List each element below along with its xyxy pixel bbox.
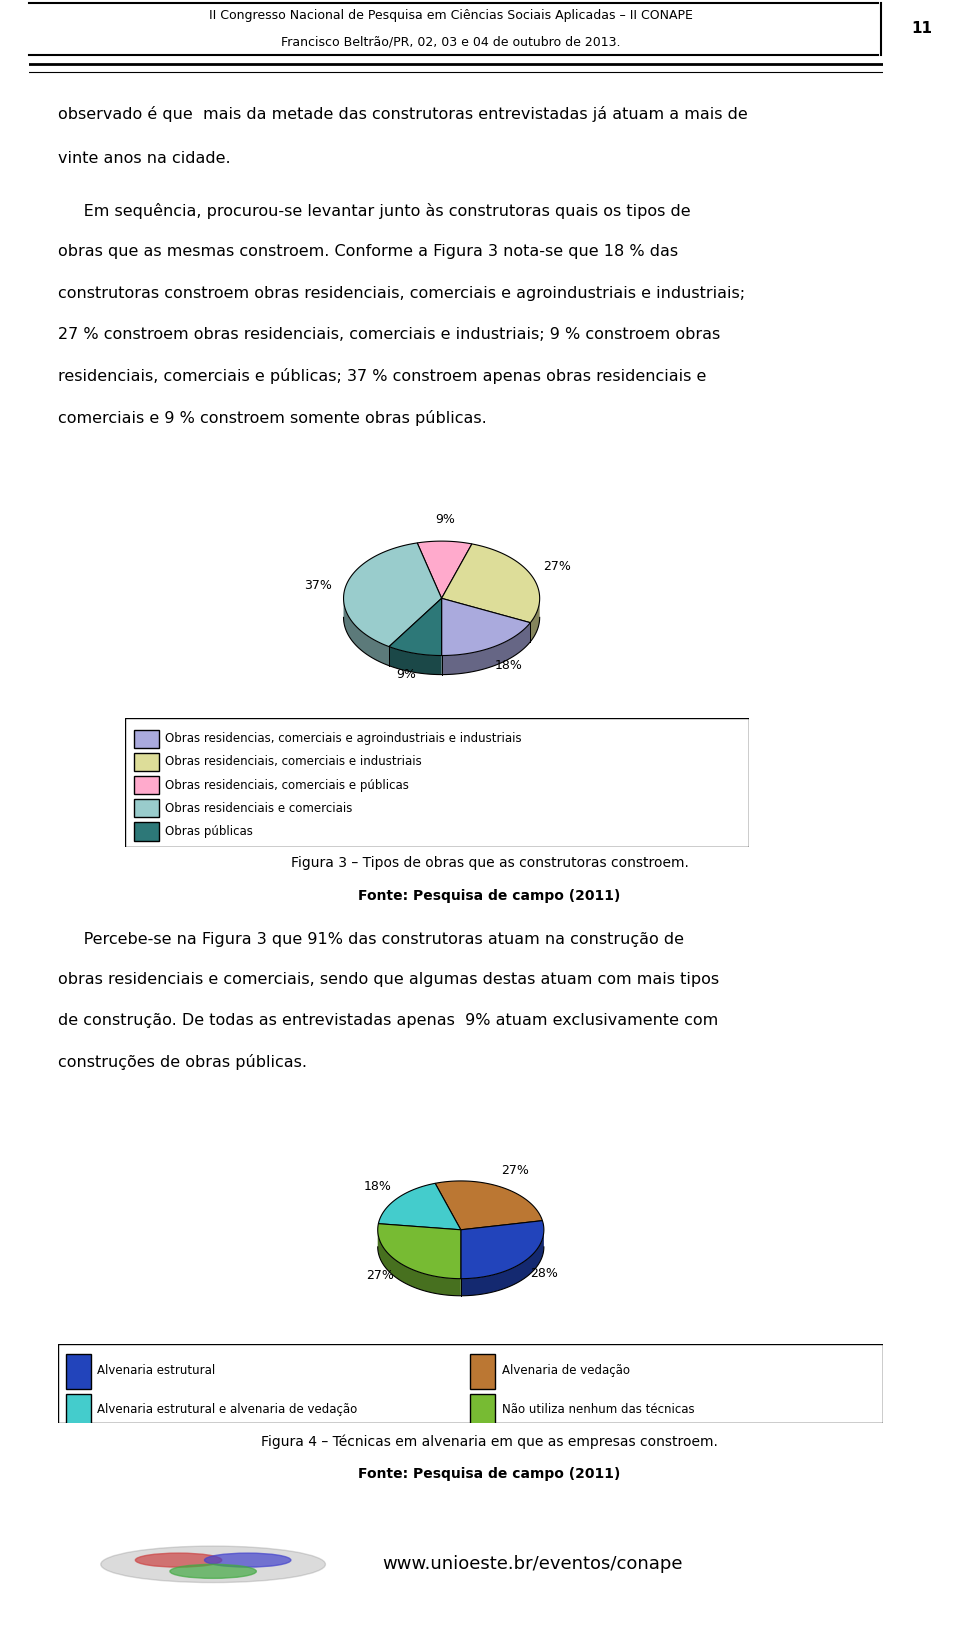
Text: Obras residenciais, comerciais e industriais: Obras residenciais, comerciais e industr… [165, 756, 422, 768]
Text: Obras residenciais, comerciais e públicas: Obras residenciais, comerciais e pública… [165, 779, 409, 791]
Text: 11: 11 [911, 21, 932, 36]
Text: Fonte: Pesquisa de campo (2011): Fonte: Pesquisa de campo (2011) [358, 1466, 621, 1481]
Text: 18%: 18% [494, 659, 522, 672]
Circle shape [170, 1565, 256, 1578]
Bar [470, 1393, 495, 1428]
Text: Figura 4 – Técnicas em alvenaria em que as empresas constroem.: Figura 4 – Técnicas em alvenaria em que … [261, 1435, 718, 1450]
Polygon shape [344, 598, 389, 665]
Bar [134, 776, 159, 794]
Text: observado é que  mais da metade das construtoras entrevistadas já atuam a mais d: observado é que mais da metade das const… [58, 106, 747, 122]
Polygon shape [461, 1220, 544, 1278]
Polygon shape [442, 622, 530, 675]
Text: 27%: 27% [542, 560, 570, 573]
Text: Em sequência, procurou-se levantar junto às construtoras quais os tipos de: Em sequência, procurou-se levantar junto… [58, 203, 690, 218]
Bar [66, 1393, 90, 1428]
Polygon shape [389, 598, 442, 655]
Text: Não utiliza nenhum das técnicas: Não utiliza nenhum das técnicas [502, 1403, 694, 1417]
Text: residenciais, comerciais e públicas; 37 % constroem apenas obras residenciais e: residenciais, comerciais e públicas; 37 … [58, 368, 706, 385]
Polygon shape [378, 1184, 461, 1230]
Circle shape [135, 1554, 222, 1567]
Text: Francisco Beltrão/PR, 02, 03 e 04 de outubro de 2013.: Francisco Beltrão/PR, 02, 03 e 04 de out… [281, 36, 621, 48]
Bar [134, 753, 159, 771]
Text: Figura 3 – Tipos de obras que as construtoras constroem.: Figura 3 – Tipos de obras que as constru… [291, 857, 688, 870]
Text: vinte anos na cidade.: vinte anos na cidade. [58, 152, 230, 167]
Text: www.unioeste.br/eventos/conape: www.unioeste.br/eventos/conape [382, 1555, 684, 1573]
Polygon shape [389, 647, 442, 675]
Text: construtoras constroem obras residenciais, comerciais e agroindustriais e indust: construtoras constroem obras residenciai… [58, 286, 745, 300]
Text: Obras públicas: Obras públicas [165, 826, 253, 839]
Text: Alvenaria de vedação: Alvenaria de vedação [502, 1364, 630, 1377]
Text: 9%: 9% [396, 667, 417, 680]
Text: 27 % constroem obras residenciais, comerciais e industriais; 9 % constroem obras: 27 % constroem obras residenciais, comer… [58, 327, 720, 342]
Text: construções de obras públicas.: construções de obras públicas. [58, 1053, 306, 1070]
Polygon shape [530, 599, 540, 642]
Polygon shape [418, 542, 472, 598]
Polygon shape [461, 1230, 544, 1296]
Circle shape [204, 1554, 291, 1567]
Text: Obras residenciais e comerciais: Obras residenciais e comerciais [165, 802, 352, 816]
Text: Obras residencias, comerciais e agroindustriais e industriais: Obras residencias, comerciais e agroindu… [165, 733, 522, 745]
Bar [134, 822, 159, 840]
Text: 9%: 9% [436, 513, 455, 527]
Text: Percebe-se na Figura 3 que 91% das construtoras atuam na construção de: Percebe-se na Figura 3 que 91% das const… [58, 931, 684, 946]
Text: de construção. De todas as entrevistadas apenas  9% atuam exclusivamente com: de construção. De todas as entrevistadas… [58, 1014, 718, 1029]
Bar [470, 1354, 495, 1388]
Text: 37%: 37% [304, 580, 332, 593]
Polygon shape [442, 543, 540, 622]
Text: obras residenciais e comerciais, sendo que algumas destas atuam com mais tipos: obras residenciais e comerciais, sendo q… [58, 972, 719, 987]
Text: 27%: 27% [501, 1164, 530, 1177]
Text: Alvenaria estrutural: Alvenaria estrutural [97, 1364, 215, 1377]
Text: obras que as mesmas constroem. Conforme a Figura 3 nota-se que 18 % das: obras que as mesmas constroem. Conforme … [58, 244, 678, 259]
Polygon shape [344, 543, 442, 647]
Circle shape [101, 1545, 325, 1583]
Polygon shape [435, 1180, 542, 1230]
Polygon shape [377, 1230, 461, 1296]
Text: II Congresso Nacional de Pesquisa em Ciências Sociais Aplicadas – II CONAPE: II Congresso Nacional de Pesquisa em Ciê… [209, 10, 693, 21]
Bar [134, 799, 159, 817]
Text: Fonte: Pesquisa de campo (2011): Fonte: Pesquisa de campo (2011) [358, 890, 621, 903]
Polygon shape [442, 598, 530, 655]
Bar [66, 1354, 90, 1388]
Text: comerciais e 9 % constroem somente obras públicas.: comerciais e 9 % constroem somente obras… [58, 409, 487, 426]
Text: 28%: 28% [530, 1266, 558, 1280]
Text: 18%: 18% [364, 1180, 392, 1192]
Text: Alvenaria estrutural e alvenaria de vedação: Alvenaria estrutural e alvenaria de veda… [97, 1403, 357, 1417]
Text: 27%: 27% [366, 1268, 395, 1281]
Polygon shape [377, 1223, 461, 1278]
Bar [134, 730, 159, 748]
